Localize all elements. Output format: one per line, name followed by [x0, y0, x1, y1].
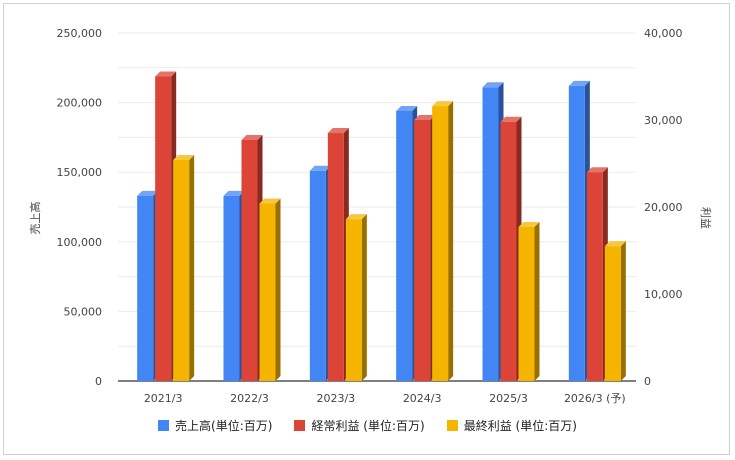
bar-side	[189, 155, 195, 381]
legend: 売上高(単位:百万) 経常利益 (単位:百万) 最終利益 (単位:百万)	[0, 417, 735, 434]
bar-front	[432, 106, 449, 381]
bar-front	[309, 170, 326, 381]
net-profit-bar[interactable]	[173, 155, 195, 381]
bar-front	[518, 227, 535, 381]
left-axis-ticks: 0 50,000 100,000 150,000 200,000 250,000	[57, 27, 103, 388]
bar-front	[327, 133, 344, 381]
x-tick-label: 2023/3	[316, 392, 355, 405]
ordinary-profit-bar[interactable]	[155, 71, 177, 382]
bars	[137, 71, 626, 382]
bar-front	[137, 195, 154, 381]
net-profit-bar[interactable]	[432, 101, 454, 381]
right-tick-label: 20,000	[644, 201, 683, 214]
legend-swatch-net-profit	[446, 420, 458, 431]
gridlines	[118, 32, 636, 382]
legend-item-ordinary-profit[interactable]: 経常利益 (単位:百万)	[294, 417, 425, 434]
left-tick-label: 100,000	[57, 236, 103, 249]
net-profit-bar[interactable]	[345, 214, 367, 381]
sales-bar[interactable]	[309, 165, 331, 381]
ordinary-profit-bar[interactable]	[327, 128, 349, 381]
bar-top	[482, 82, 504, 88]
left-tick-label: 50,000	[64, 305, 103, 318]
left-tick-label: 0	[95, 375, 102, 388]
legend-label-ordinary-profit: 経常利益 (単位:百万)	[311, 419, 425, 433]
bar-front	[500, 121, 517, 382]
ordinary-profit-bar[interactable]	[500, 116, 522, 382]
left-tick-label: 200,000	[57, 97, 103, 110]
bar-front	[241, 140, 258, 381]
bar-top	[137, 190, 159, 196]
bar-front	[173, 160, 190, 381]
bar-front	[604, 246, 621, 381]
bar-front	[482, 87, 499, 382]
bar-top	[518, 222, 540, 228]
bar-top	[241, 135, 263, 141]
net-profit-bar[interactable]	[259, 198, 281, 381]
bar-top	[568, 80, 590, 86]
x-tick-label: 2025/3	[489, 392, 528, 405]
right-tick-label: 30,000	[644, 114, 683, 127]
bar-top	[604, 241, 626, 247]
sales-bar[interactable]	[482, 82, 504, 382]
right-tick-label: 40,000	[644, 27, 683, 40]
bar-top	[155, 71, 177, 77]
sales-bar[interactable]	[137, 190, 159, 381]
bar-top	[173, 155, 195, 161]
ordinary-profit-bar[interactable]	[414, 115, 436, 381]
x-tick-label: 2024/3	[403, 392, 442, 405]
legend-swatch-ordinary-profit	[294, 420, 306, 431]
bar-side	[361, 214, 367, 381]
bar-top	[396, 105, 418, 111]
x-tick-label: 2026/3 (予)	[564, 392, 626, 405]
bar-side	[275, 198, 281, 381]
right-axis-label: 利益	[699, 207, 713, 229]
legend-item-sales[interactable]: 売上高(単位:百万)	[158, 417, 272, 434]
net-profit-bar[interactable]	[518, 222, 540, 381]
ordinary-profit-bar[interactable]	[586, 167, 608, 381]
legend-item-net-profit[interactable]: 最終利益 (単位:百万)	[446, 417, 577, 434]
sales-bar[interactable]	[568, 80, 590, 382]
bar-front	[414, 120, 431, 381]
x-tick-label: 2021/3	[144, 392, 183, 405]
bar-side	[620, 241, 626, 381]
bar-side	[448, 101, 454, 381]
right-axis-ticks: 0 10,000 20,000 30,000 40,000	[644, 27, 683, 388]
legend-swatch-sales	[158, 420, 170, 431]
bar-front	[586, 172, 603, 381]
bar-top	[432, 101, 454, 107]
bar-front	[396, 110, 413, 382]
bar-front	[259, 203, 276, 381]
right-tick-label: 0	[644, 375, 651, 388]
right-tick-label: 10,000	[644, 288, 683, 301]
x-axis-ticks: 2021/3 2022/3 2023/3 2024/3 2025/3 2026/3 (予)	[144, 392, 626, 405]
bar-front	[345, 219, 362, 381]
bar-top	[414, 115, 436, 120]
net-profit-bar[interactable]	[604, 241, 626, 381]
left-axis-label: 売上高	[28, 202, 42, 235]
bar-side	[534, 222, 540, 381]
bar-front	[568, 85, 585, 382]
x-tick-label: 2022/3	[230, 392, 269, 405]
sales-bar[interactable]	[223, 190, 245, 381]
legend-label-sales: 売上高(単位:百万)	[175, 419, 273, 433]
left-tick-label: 150,000	[57, 166, 103, 179]
left-tick-label: 250,000	[57, 27, 103, 40]
sales-bar[interactable]	[396, 105, 418, 382]
bar-top	[259, 198, 281, 204]
legend-label-net-profit: 最終利益 (単位:百万)	[463, 419, 577, 433]
ordinary-profit-bar[interactable]	[241, 135, 263, 381]
bar-top	[500, 116, 522, 122]
bar-front	[223, 195, 240, 381]
bar-top	[327, 128, 349, 134]
bar-top	[586, 167, 608, 173]
bar-front	[155, 76, 172, 381]
bar-top	[309, 165, 331, 171]
bar-top	[345, 214, 367, 220]
bar-top	[223, 190, 245, 196]
